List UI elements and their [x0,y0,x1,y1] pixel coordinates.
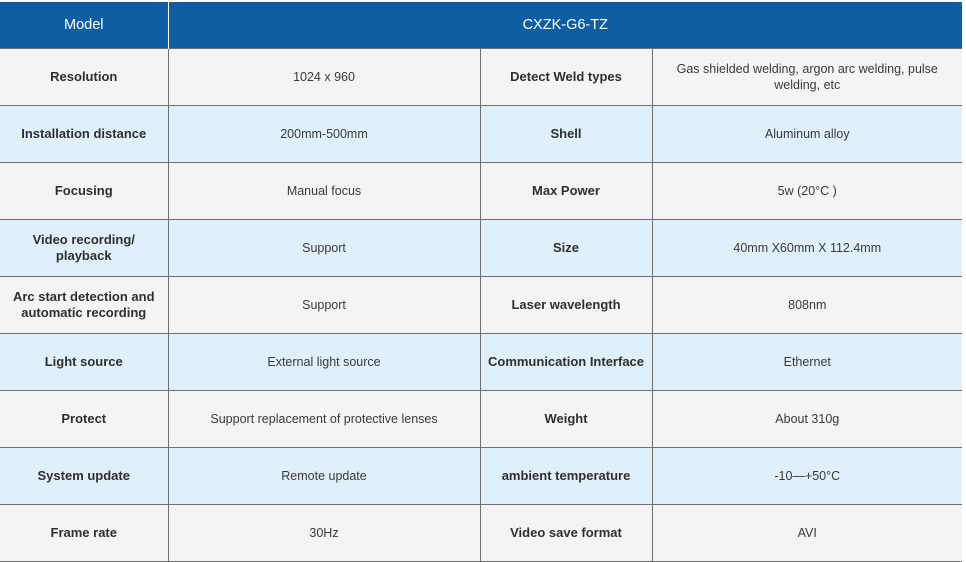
spec-value: External light source [168,333,481,391]
spec-label: Detect Weld types [480,48,653,106]
table-header-row: Model CXZK-G6-TZ [0,2,963,49]
spec-label: Size [480,219,653,277]
spec-value: Manual focus [168,162,481,220]
table-row: Arc start detection and automatic record… [0,276,963,334]
spec-label: Shell [480,105,653,163]
spec-label: Frame rate [0,504,169,562]
spec-value: Support [168,219,481,277]
spec-value: About 310g [652,390,963,448]
table-row: Light source External light source Commu… [0,333,963,391]
spec-label: Resolution [0,48,169,106]
table-row: Video recording/ playback Support Size 4… [0,219,963,277]
table-row: Installation distance 200mm-500mm Shell … [0,105,963,163]
spec-label: Laser wavelength [480,276,653,334]
spec-label: Arc start detection and automatic record… [0,276,169,334]
spec-value: Gas shielded welding, argon arc welding,… [652,48,963,106]
table-row: Resolution 1024 x 960 Detect Weld types … [0,48,963,106]
model-header-label: Model [0,2,169,49]
spec-value: Support [168,276,481,334]
spec-label: System update [0,447,169,505]
spec-value: -10—+50°C [652,447,963,505]
spec-label: ambient temperature [480,447,653,505]
spec-label: Protect [0,390,169,448]
spec-value: 200mm-500mm [168,105,481,163]
spec-label: Communication Interface [480,333,653,391]
spec-value: 40mm X60mm X 112.4mm [652,219,963,277]
spec-value: Remote update [168,447,481,505]
spec-label: Weight [480,390,653,448]
spec-value: 30Hz [168,504,481,562]
model-header-value: CXZK-G6-TZ [168,2,963,49]
spec-label: Video save format [480,504,653,562]
spec-value: 1024 x 960 [168,48,481,106]
spec-value: AVI [652,504,963,562]
table-row: System update Remote update ambient temp… [0,447,963,505]
spec-value: Aluminum alloy [652,105,963,163]
spec-value: 5w (20°C ) [652,162,963,220]
spec-value: Ethernet [652,333,963,391]
table-row: Focusing Manual focus Max Power 5w (20°C… [0,162,963,220]
spec-label: Focusing [0,162,169,220]
spec-label: Video recording/ playback [0,219,169,277]
table-row: Frame rate 30Hz Video save format AVI [0,504,963,562]
spec-label: Installation distance [0,105,169,163]
table-row: Protect Support replacement of protectiv… [0,390,963,448]
spec-label: Light source [0,333,169,391]
spec-label: Max Power [480,162,653,220]
spec-value: Support replacement of protective lenses [168,390,481,448]
spec-value: 808nm [652,276,963,334]
